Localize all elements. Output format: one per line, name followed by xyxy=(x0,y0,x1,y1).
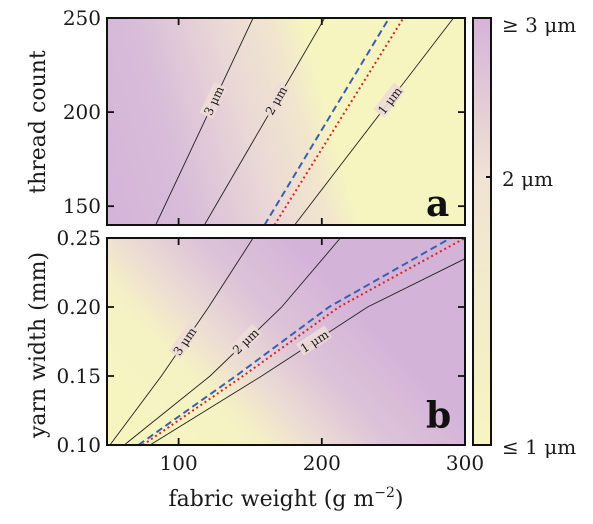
panel-b-background xyxy=(107,238,465,445)
panel-b-contour-label-bg-1 xyxy=(228,323,263,358)
panel-a-dotted-line xyxy=(273,18,405,225)
panel-b-contour-label-bg-2 xyxy=(295,325,333,356)
xlabel-fabric-weight: fabric weight (g m−2) xyxy=(169,485,404,512)
panel-a-ytick-label-0: 150 xyxy=(63,194,101,218)
xtick-label-0: 100 xyxy=(160,451,198,475)
panel-a: 3 μm 2 μm 1 μm 150 200 250 a xyxy=(63,6,466,226)
panel-b-ytick-label-0: 0.10 xyxy=(56,433,101,457)
panel-a-contour-0 xyxy=(155,18,254,225)
panel-a-contour-1 xyxy=(204,18,326,225)
panel-b-ticks: 0.10 0.15 0.20 0.25 100 200 300 xyxy=(56,226,484,475)
panel-b-dotted-line xyxy=(142,238,465,445)
xtick-label-2: 300 xyxy=(446,451,484,475)
colorbar-frame xyxy=(472,17,492,446)
panel-a-ytick-label-2: 250 xyxy=(63,6,101,30)
panel-a-contour-label-bg-1 xyxy=(261,82,291,119)
colorbar: ≥ 3 μm 2 μm ≤ 1 μm xyxy=(472,13,576,459)
panel-a-dashed-line xyxy=(263,18,390,225)
panel-a-frame xyxy=(106,17,466,226)
panel-b-ytick-label-1: 0.15 xyxy=(56,364,101,388)
colorbar-label-high: ≥ 3 μm xyxy=(502,13,576,37)
ylabel-yarn-width: yarn width (mm) xyxy=(26,252,51,439)
colorbar-gradient xyxy=(473,18,491,445)
panel-a-contour-2 xyxy=(294,18,454,225)
panel-b-frame xyxy=(106,237,466,446)
ylabel-thread-count: thread count xyxy=(26,50,51,194)
panel-letter-a: a xyxy=(426,183,449,225)
panel-a-background xyxy=(107,18,465,225)
panel-a-ytick-label-1: 200 xyxy=(63,100,101,124)
xtick-label-1: 200 xyxy=(303,451,341,475)
panel-b-ytick-label-2: 0.20 xyxy=(56,295,101,319)
panel-letter-b: b xyxy=(426,395,451,437)
panel-b-contour-label-bg-0 xyxy=(168,322,200,359)
panel-a-contour-label-bg-2 xyxy=(373,82,406,118)
colorbar-label-low: ≤ 1 μm xyxy=(502,435,576,459)
panel-b-ytick-label-3: 0.25 xyxy=(56,226,101,250)
panel-a-contours: 3 μm 2 μm 1 μm xyxy=(155,18,454,225)
panel-a-ticks: 150 200 250 xyxy=(63,6,466,225)
panel-b-dashed-line xyxy=(137,238,452,445)
panel-a-contour-label-bg-0 xyxy=(199,82,227,119)
colorbar-label-mid: 2 μm xyxy=(502,167,553,191)
